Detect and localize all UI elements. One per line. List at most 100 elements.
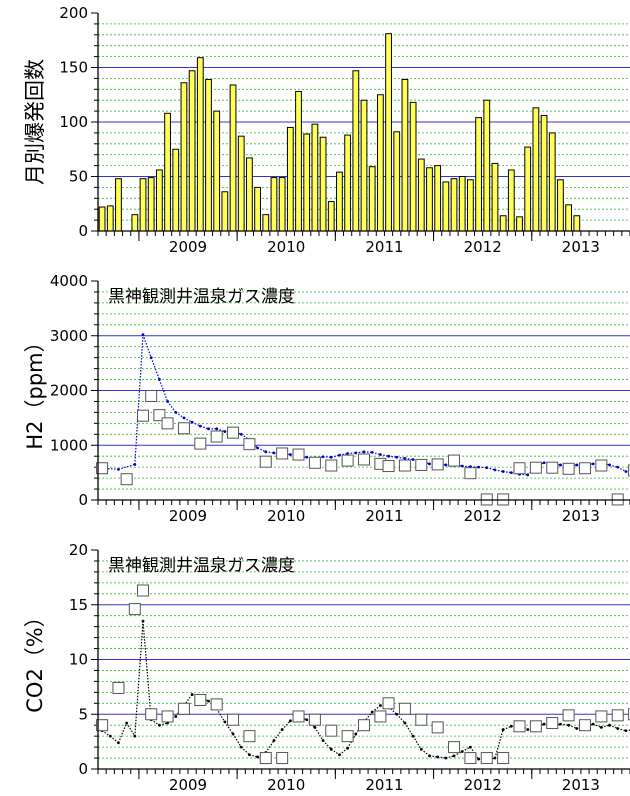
y-tick-label: 150 (59, 59, 88, 77)
panel-1: 0 50 100 150 200 2009 2010 2011 2012 2013 月別爆発回数 (23, 4, 630, 256)
data-trace (200, 425, 209, 430)
y-tick-label: 20 (69, 541, 88, 559)
sample-marker (325, 459, 338, 472)
y-tick-label: 2000 (50, 382, 88, 400)
x-year-label: 2011 (365, 776, 403, 794)
sample-marker (341, 730, 354, 743)
data-trace (617, 727, 627, 732)
sample-marker (292, 710, 305, 723)
bar (368, 166, 376, 232)
bar (205, 78, 212, 232)
data-point (575, 463, 579, 467)
bar (450, 178, 458, 232)
sample-marker (546, 717, 559, 730)
panel-3: 0 5 10 15 20 2009 2010 2011 2012 2013 CO2（%） 黒神観測井温… (23, 541, 630, 794)
bar (327, 201, 335, 232)
bar (524, 146, 532, 232)
sample-marker (448, 741, 461, 754)
x-year-label: 2010 (267, 238, 305, 256)
sample-marker (464, 467, 477, 480)
bar (303, 133, 311, 232)
sample-marker (513, 462, 526, 475)
data-trace (331, 454, 340, 458)
sample-marker (431, 458, 444, 471)
x-year-label: 2010 (267, 776, 305, 794)
sample-marker (480, 752, 493, 765)
data-trace (216, 428, 226, 433)
bar (115, 178, 122, 232)
sample-marker (628, 464, 630, 477)
sample-marker (120, 473, 133, 486)
data-point (141, 619, 145, 623)
data-trace (396, 713, 406, 724)
sample-marker (292, 448, 305, 461)
data-trace (142, 621, 152, 720)
sample-marker (145, 389, 158, 402)
sample-marker (177, 422, 190, 435)
data-trace (134, 621, 144, 737)
bar (262, 214, 270, 232)
bar (360, 99, 368, 232)
bar (311, 123, 319, 232)
sample-marker (194, 437, 207, 450)
bar (164, 112, 171, 232)
x-year-label: 2010 (267, 507, 305, 525)
data-trace (216, 708, 226, 723)
sample-marker (595, 710, 608, 723)
bar (106, 205, 114, 232)
data-trace (281, 720, 291, 730)
sample-marker (227, 426, 240, 439)
sample-marker (628, 708, 630, 721)
sample-marker (358, 719, 370, 732)
x-year-label: 2011 (365, 507, 403, 525)
bar (393, 131, 401, 232)
bar (409, 101, 417, 232)
bar (573, 215, 581, 232)
bar (278, 177, 286, 232)
sample-marker (382, 697, 395, 710)
panel-2: 0 1000 2000 3000 4000 2009 2010 2011 2012 2013 H2（… (23, 272, 630, 525)
sample-marker (341, 454, 354, 467)
data-trace (412, 735, 422, 750)
data-trace (273, 729, 283, 741)
x-year-label: 2012 (464, 776, 502, 794)
bar (213, 110, 221, 232)
data-trace (330, 748, 340, 756)
data-point (436, 755, 440, 759)
y-tick-label: 50 (69, 168, 88, 186)
bar (442, 181, 450, 232)
sample-marker (177, 702, 190, 715)
sample-marker (137, 584, 150, 597)
bar (131, 214, 139, 232)
data-trace (142, 334, 152, 358)
bar (385, 33, 392, 232)
sample-marker (374, 710, 387, 723)
data-trace (240, 746, 250, 756)
chart-annotation: 黒神観測井温泉ガス濃度 (108, 287, 295, 307)
data-trace (159, 722, 168, 726)
y-tick-label: 4000 (50, 272, 88, 290)
x-year-label: 2013 (562, 238, 600, 256)
data-trace (568, 724, 578, 730)
data-trace (592, 723, 602, 728)
sample-marker (96, 719, 109, 732)
sample-marker (259, 455, 272, 468)
data-trace (224, 721, 234, 735)
data-trace (306, 719, 316, 728)
bar (98, 206, 106, 232)
data-trace (232, 733, 242, 748)
bar (434, 165, 442, 232)
bar (336, 171, 343, 232)
bar (548, 132, 556, 232)
sample-marker (398, 459, 411, 472)
data-trace (420, 748, 430, 757)
sample-marker (243, 438, 256, 451)
x-year-label: 2013 (562, 776, 600, 794)
data-trace (150, 719, 160, 726)
bar (188, 70, 196, 232)
sample-marker (112, 681, 125, 694)
sample-marker (145, 708, 158, 721)
y-tick-label: 15 (69, 596, 88, 614)
y-tick-label: 0 (78, 491, 88, 509)
